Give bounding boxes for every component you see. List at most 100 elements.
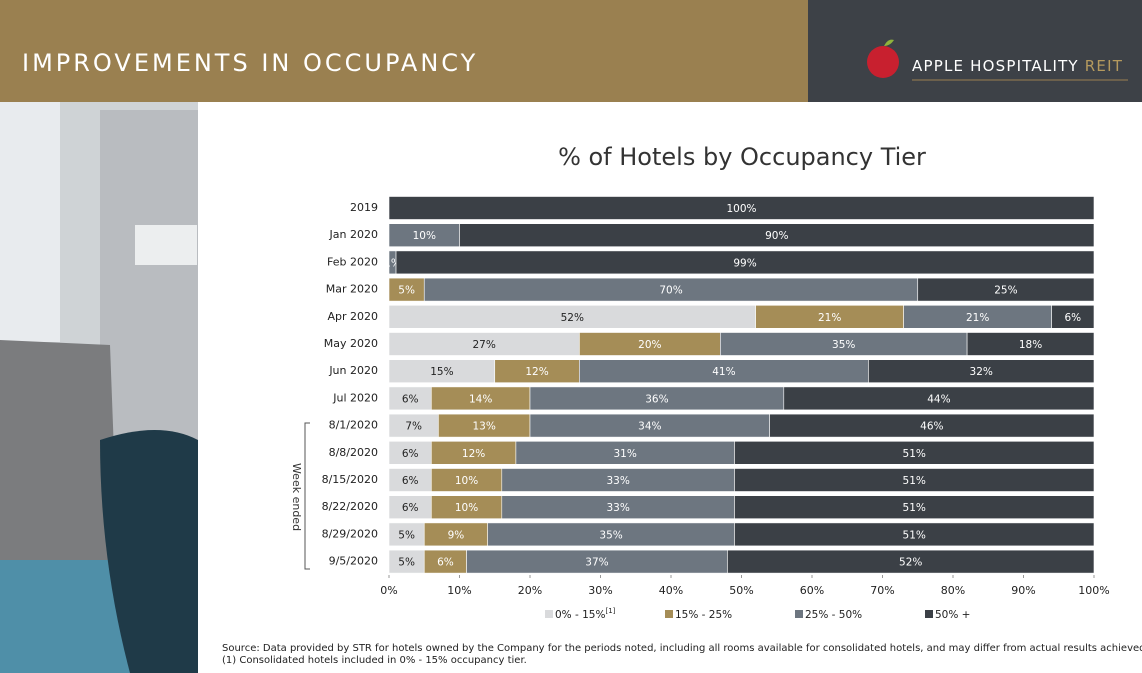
bar-segment bbox=[734, 468, 1095, 492]
logo-apple bbox=[867, 46, 899, 78]
data-label: 51% bbox=[903, 475, 926, 487]
x-tick-label: 20% bbox=[518, 584, 542, 597]
data-label: 33% bbox=[606, 475, 629, 487]
bar-segment bbox=[966, 332, 1095, 356]
legend-swatch bbox=[665, 610, 673, 618]
y-tick-label: Mar 2020 bbox=[326, 283, 378, 296]
bar-segment bbox=[388, 196, 1095, 220]
brand-suffix: REIT bbox=[1085, 57, 1123, 75]
bar-segment bbox=[734, 495, 1095, 520]
footnote: (1) Consolidated hotels included in 0% -… bbox=[222, 655, 527, 666]
y-tick-label: May 2020 bbox=[324, 337, 378, 350]
data-label: 51% bbox=[903, 502, 926, 514]
y-tick-label: 8/29/2020 bbox=[322, 527, 378, 540]
x-tick-label: 60% bbox=[800, 584, 824, 597]
data-label: 6% bbox=[402, 502, 419, 514]
data-label: 51% bbox=[903, 529, 926, 541]
legend-swatch bbox=[925, 610, 933, 618]
data-label: 51% bbox=[903, 448, 926, 460]
data-label: 9% bbox=[448, 529, 465, 541]
data-label: 15% bbox=[430, 366, 453, 378]
data-label: 35% bbox=[832, 339, 855, 351]
bar-segment bbox=[459, 223, 1095, 247]
logo-band bbox=[808, 0, 1142, 102]
data-label: 13% bbox=[473, 421, 496, 433]
data-label: 32% bbox=[970, 366, 993, 378]
data-label: 7% bbox=[405, 421, 422, 433]
bar-segment bbox=[734, 440, 1095, 465]
slide-title: IMPROVEMENTS IN OCCUPANCY bbox=[22, 49, 478, 77]
x-tick-label: 30% bbox=[588, 584, 612, 597]
data-label: 6% bbox=[402, 475, 419, 487]
y-tick-label: 8/8/2020 bbox=[329, 446, 378, 459]
legend-swatch bbox=[795, 610, 803, 618]
legend-label: 50% + bbox=[935, 609, 970, 621]
x-tick-label: 100% bbox=[1078, 584, 1109, 597]
y-tick-label: Apr 2020 bbox=[327, 310, 378, 323]
data-label: 10% bbox=[455, 475, 478, 487]
legend-swatch bbox=[545, 610, 553, 618]
data-label: 18% bbox=[1019, 339, 1042, 351]
data-label: 5% bbox=[398, 557, 415, 569]
brand: APPLE HOSPITALITY bbox=[912, 57, 1079, 75]
bar-segment bbox=[917, 277, 1095, 302]
data-label: 25% bbox=[994, 285, 1017, 297]
y-tick-label: 8/22/2020 bbox=[322, 500, 378, 513]
group-label: Week ended bbox=[290, 463, 303, 531]
data-label: 12% bbox=[462, 448, 485, 460]
data-label: 10% bbox=[413, 230, 436, 242]
data-label: 12% bbox=[525, 366, 548, 378]
y-tick-label: 2019 bbox=[350, 201, 378, 214]
data-label: 35% bbox=[599, 529, 622, 541]
x-tick-label: 50% bbox=[729, 584, 753, 597]
data-label: 33% bbox=[606, 502, 629, 514]
data-label: 52% bbox=[561, 312, 584, 324]
data-label: 20% bbox=[638, 339, 661, 351]
x-tick-label: 40% bbox=[659, 584, 683, 597]
legend-note: [1] bbox=[605, 607, 615, 615]
bar-segment bbox=[395, 250, 1095, 275]
photo-chair bbox=[0, 340, 118, 560]
data-label: 6% bbox=[402, 393, 419, 405]
data-label: 41% bbox=[712, 366, 735, 378]
bar-segment bbox=[727, 549, 1095, 574]
data-label: 36% bbox=[645, 393, 668, 405]
photo bbox=[0, 102, 198, 673]
y-tick-label: Feb 2020 bbox=[327, 255, 378, 268]
photo-lamp bbox=[135, 225, 197, 265]
data-label: 6% bbox=[1065, 312, 1082, 324]
data-label: 37% bbox=[585, 557, 608, 569]
x-tick-label: 10% bbox=[447, 584, 471, 597]
data-label: 21% bbox=[818, 312, 841, 324]
legend-name: 0% - 15% bbox=[555, 609, 605, 621]
data-label: 10% bbox=[455, 502, 478, 514]
legend-name: 50% + bbox=[935, 609, 970, 621]
y-tick-label: Jan 2020 bbox=[329, 228, 378, 241]
bar-segment bbox=[734, 522, 1095, 547]
x-tick-label: 0% bbox=[380, 584, 397, 597]
legend-label: 15% - 25% bbox=[675, 609, 732, 621]
data-label: 70% bbox=[659, 285, 682, 297]
bar-segment bbox=[783, 386, 1095, 411]
y-tick-label: 8/1/2020 bbox=[329, 419, 378, 432]
chart-title: % of Hotels by Occupancy Tier bbox=[558, 143, 926, 171]
data-label: 6% bbox=[402, 448, 419, 460]
x-tick-label: 90% bbox=[1011, 584, 1035, 597]
photo-window bbox=[0, 102, 60, 342]
y-tick-label: Jul 2020 bbox=[332, 391, 378, 404]
data-label: 90% bbox=[765, 230, 788, 242]
legend-label: 0% - 15%[1] bbox=[555, 607, 616, 621]
data-label: 5% bbox=[398, 529, 415, 541]
data-label: 5% bbox=[398, 285, 415, 297]
data-label: 100% bbox=[726, 203, 756, 215]
logo-text: APPLE HOSPITALITY REIT bbox=[912, 57, 1123, 75]
data-label: 6% bbox=[437, 557, 454, 569]
bar-segment bbox=[769, 413, 1095, 438]
bar-segment bbox=[868, 359, 1095, 384]
data-label: 31% bbox=[614, 448, 637, 460]
legend-label: 25% - 50% bbox=[805, 609, 862, 621]
photo-wallpaper bbox=[100, 110, 198, 440]
x-tick-label: 80% bbox=[941, 584, 965, 597]
legend-name: 25% - 50% bbox=[805, 609, 862, 621]
group-bracket bbox=[304, 422, 310, 570]
